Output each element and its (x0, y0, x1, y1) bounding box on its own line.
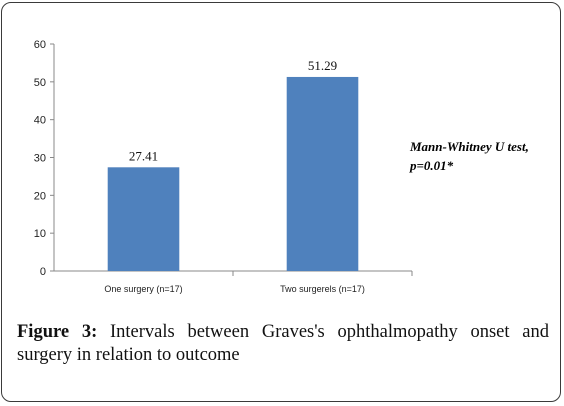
data-label: 27.41 (129, 148, 158, 163)
category-label: Two surgerels (n=17) (280, 284, 365, 294)
category-labels: One surgery (n=17) Two surgerels (n=17) (104, 284, 365, 294)
figure-frame (1, 2, 561, 402)
statistical-test-note: Mann-Whitney U test, p=0.01* (410, 137, 550, 175)
y-tick-label: 0 (40, 266, 46, 278)
y-tick-label: 40 (34, 115, 46, 127)
figure-caption: Figure 3: Intervals between Graves's oph… (17, 321, 549, 367)
p-value: p=0.01* (410, 158, 454, 173)
y-ticks: 0 10 20 30 40 50 60 (34, 39, 54, 278)
y-tick-label: 20 (34, 190, 46, 202)
bars (107, 76, 359, 271)
bar (107, 167, 180, 271)
figure-label: Figure 3: (17, 322, 98, 342)
y-tick-label: 30 (34, 153, 46, 165)
data-label: 51.29 (308, 58, 337, 73)
category-label: One surgery (n=17) (104, 284, 182, 294)
data-labels: 27.41 51.29 (129, 58, 337, 163)
y-tick-label: 10 (34, 228, 46, 240)
test-name: Mann-Whitney U test, (410, 139, 529, 154)
caption-text: Intervals between Graves's ophthalmopath… (17, 322, 549, 365)
y-tick-label: 60 (34, 39, 46, 51)
bar (286, 76, 359, 271)
y-tick-label: 50 (34, 77, 46, 89)
